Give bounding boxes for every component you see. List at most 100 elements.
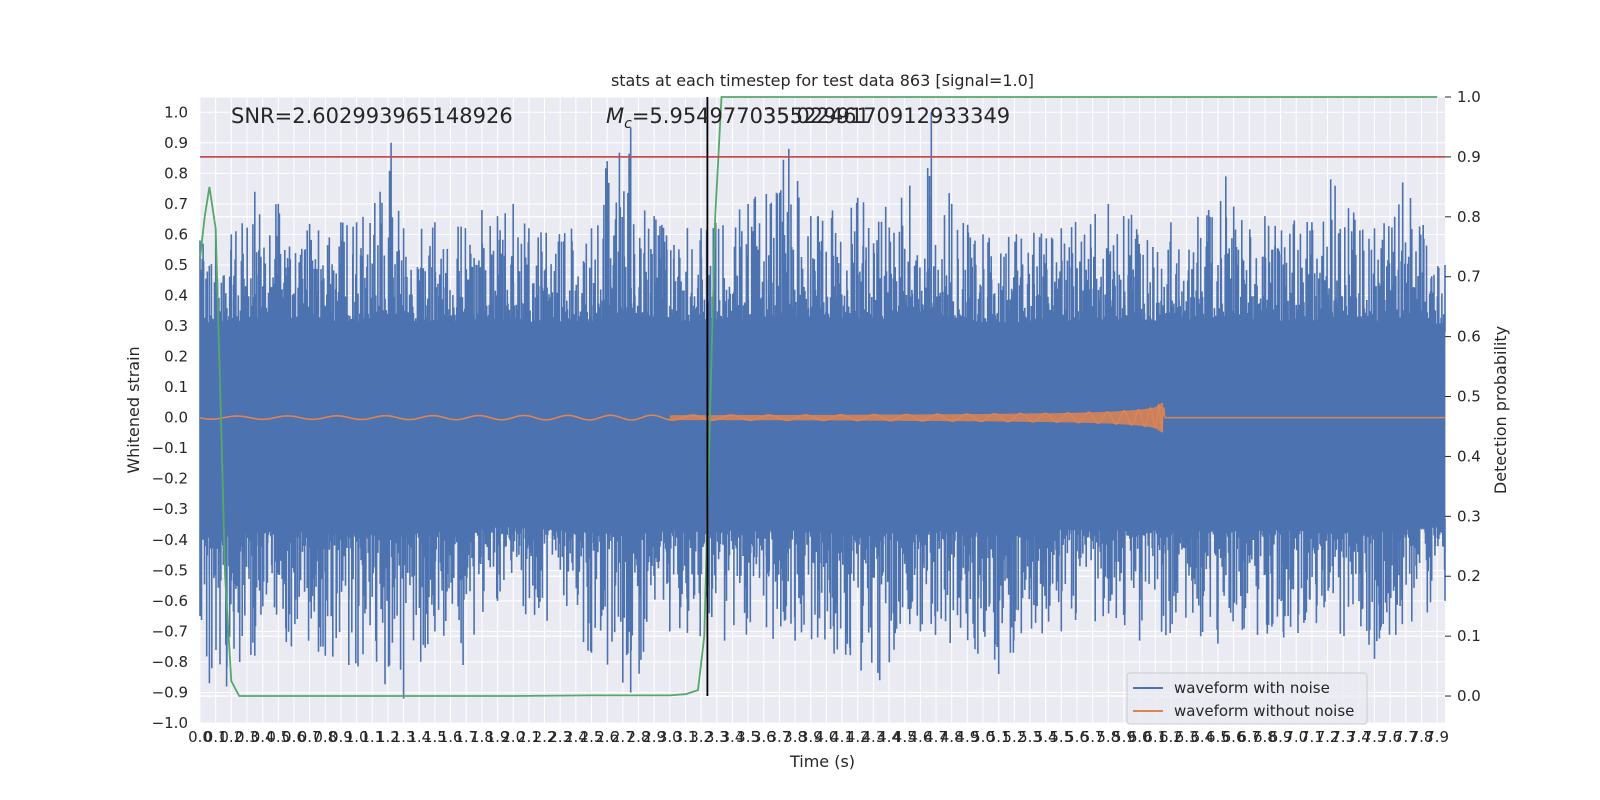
x-tick-label: 2.5 — [580, 728, 604, 746]
y-tick-label: −0.1 — [152, 439, 188, 457]
x-tick-label: 2.9 — [642, 728, 666, 746]
x-tick-label: 7.8 — [1410, 728, 1434, 746]
y-tick-label: 0.3 — [164, 317, 188, 335]
y-tick-label: −0.4 — [152, 531, 188, 549]
x-tick-label: 4.6 — [908, 728, 932, 746]
x-tick-label: 6.1 — [1143, 728, 1167, 746]
x-tick-label: 6.4 — [1190, 728, 1214, 746]
y-tick-label: −1.0 — [152, 714, 188, 732]
x-tick-label: 0.2 — [219, 728, 243, 746]
x-tick-label: 4.4 — [877, 728, 901, 746]
x-tick-label: 4.2 — [846, 728, 870, 746]
x-tick-label: 3.6 — [752, 728, 776, 746]
x-tick-label: 3.4 — [721, 728, 745, 746]
x-tick-label: 3.1 — [674, 728, 698, 746]
x-tick-label: 0.4 — [251, 728, 275, 746]
x-tick-label: 6.5 — [1206, 728, 1230, 746]
y-tick-label: 0.1 — [164, 378, 188, 396]
y-axis-label: Whitened strain — [124, 346, 143, 473]
chirp-mass-annotation: Mc=5.954977035522461 — [606, 104, 870, 132]
x-tick-label: 1.7 — [454, 728, 478, 746]
series-detection-probability — [199, 96, 1438, 697]
y2-tick-label: 0.1 — [1457, 627, 1481, 645]
y-tick-label: 1.0 — [164, 103, 188, 121]
x-tick-label: 4.0 — [814, 728, 838, 746]
x-tick-label: 0.9 — [329, 728, 353, 746]
x-tick-label: 4.1 — [830, 728, 854, 746]
y2-tick-label: 0.5 — [1457, 388, 1481, 406]
axis-ticks: 0.00.10.20.30.40.50.60.70.80.91.01.11.21… — [152, 88, 1481, 746]
x-tick-label: 7.6 — [1378, 728, 1402, 746]
x-tick-label: 6.0 — [1128, 728, 1152, 746]
x-tick-label: 5.0 — [971, 728, 995, 746]
x-tick-label: 0.6 — [282, 728, 306, 746]
y-tick-label: 0.7 — [164, 195, 188, 213]
x-tick-label: 2.2 — [533, 728, 557, 746]
y-tick-label: 0.8 — [164, 164, 188, 182]
x-tick-label: 7.1 — [1300, 728, 1324, 746]
x-tick-label: 0.8 — [313, 728, 337, 746]
x-tick-label: 0.5 — [266, 728, 290, 746]
y-tick-label: −0.5 — [152, 561, 188, 579]
series-waveform-with-noise — [199, 112, 1446, 699]
x-tick-label: 4.5 — [893, 728, 917, 746]
overlapping-annotation: 35.0299170912933349 — [763, 104, 1010, 128]
y2-tick-label: 1.0 — [1457, 88, 1481, 106]
x-tick-label: 2.6 — [595, 728, 619, 746]
x-tick-label: 0.7 — [298, 728, 322, 746]
y-tick-label: −0.2 — [152, 470, 188, 488]
x-tick-label: 3.2 — [689, 728, 713, 746]
x-tick-label: 7.3 — [1331, 728, 1355, 746]
x-tick-label: 5.2 — [1002, 728, 1026, 746]
legend-label-with-noise: waveform with noise — [1174, 679, 1330, 697]
chart-title: stats at each timestep for test data 863… — [611, 71, 1034, 90]
x-tick-label: 1.8 — [470, 728, 494, 746]
y2-tick-label: 0.4 — [1457, 447, 1481, 465]
detection-probability-line — [199, 96, 1438, 697]
clean-waveform-envelope — [669, 402, 1164, 433]
x-tick-label: 4.8 — [940, 728, 964, 746]
x-tick-label: 1.2 — [376, 728, 400, 746]
snr-annotation: SNR=2.602993965148926 — [231, 104, 513, 128]
y-tick-label: 0.4 — [164, 286, 188, 304]
chirp-mass-symbol: M — [606, 104, 624, 128]
x-tick-label: 6.8 — [1253, 728, 1277, 746]
x-tick-label: 3.7 — [768, 728, 792, 746]
y2-tick-label: 0.6 — [1457, 328, 1481, 346]
legend-label-without-noise: waveform without noise — [1174, 702, 1354, 720]
y2-tick-label: 0.8 — [1457, 208, 1481, 226]
x-tick-label: 5.7 — [1081, 728, 1105, 746]
y-tick-label: 0.9 — [164, 134, 188, 152]
x-tick-label: 2.7 — [611, 728, 635, 746]
x-tick-label: 3.3 — [705, 728, 729, 746]
x-tick-label: 2.1 — [517, 728, 541, 746]
y-tick-label: 0.6 — [164, 225, 188, 243]
x-tick-label: 2.3 — [548, 728, 572, 746]
x-tick-label: 2.0 — [501, 728, 525, 746]
x-tick-label: 5.3 — [1018, 728, 1042, 746]
x-tick-label: 6.3 — [1175, 728, 1199, 746]
x-axis-label: Time (s) — [789, 752, 855, 771]
legend-box — [1126, 672, 1368, 725]
x-tick-label: 3.9 — [799, 728, 823, 746]
x-tick-label: 1.6 — [439, 728, 463, 746]
chirp-mass-value: =5.954977035522461 — [632, 104, 870, 128]
y-tick-label: −0.3 — [152, 500, 188, 518]
x-tick-label: 5.5 — [1049, 728, 1073, 746]
x-tick-label: 1.5 — [423, 728, 447, 746]
y2-tick-label: 0.7 — [1457, 268, 1481, 286]
x-tick-label: 7.2 — [1316, 728, 1340, 746]
x-tick-label: 5.8 — [1096, 728, 1120, 746]
x-tick-label: 6.2 — [1159, 728, 1183, 746]
x-tick-label: 6.7 — [1237, 728, 1261, 746]
x-tick-label: 2.4 — [564, 728, 588, 746]
x-tick-label: 3.0 — [658, 728, 682, 746]
x-tick-label: 0.0 — [188, 728, 212, 746]
x-tick-label: 1.9 — [486, 728, 510, 746]
y2-tick-label: 0.9 — [1457, 148, 1481, 166]
y-tick-label: 0.5 — [164, 256, 188, 274]
x-tick-label: 1.4 — [407, 728, 431, 746]
y2-tick-label: 0.0 — [1457, 687, 1481, 705]
x-tick-label: 1.1 — [360, 728, 384, 746]
